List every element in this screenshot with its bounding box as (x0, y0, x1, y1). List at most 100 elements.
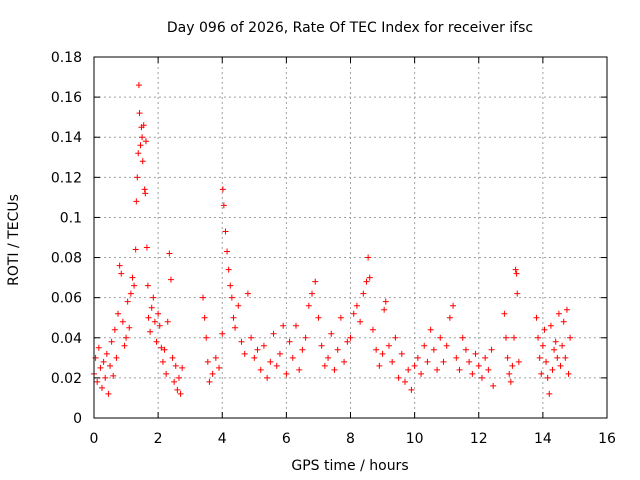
data-point (309, 290, 316, 297)
data-point (533, 314, 540, 321)
data-point (466, 358, 473, 365)
data-marks (91, 82, 574, 397)
data-point (506, 370, 513, 377)
data-point (150, 294, 157, 301)
data-point (507, 378, 514, 385)
data-point (135, 82, 142, 89)
data-point (559, 342, 566, 349)
data-point (344, 338, 351, 345)
data-point (414, 354, 421, 361)
data-point (385, 342, 392, 349)
data-point (341, 358, 348, 365)
data-point (405, 366, 412, 373)
data-point (155, 310, 162, 317)
data-point (446, 314, 453, 321)
data-point (248, 334, 255, 341)
data-point (430, 346, 437, 353)
data-point (563, 306, 570, 313)
data-point (142, 190, 149, 197)
data-point (541, 326, 548, 333)
data-point (424, 358, 431, 365)
data-point (478, 374, 485, 381)
data-point (254, 346, 261, 353)
y-tick-label: 0.02 (51, 371, 82, 387)
data-point (315, 314, 322, 321)
data-point (560, 318, 567, 325)
data-point (163, 370, 170, 377)
data-point (299, 346, 306, 353)
data-point (141, 186, 148, 193)
data-point (379, 350, 386, 357)
data-point (224, 248, 231, 255)
data-point (169, 354, 176, 361)
data-point (225, 266, 232, 273)
data-point (139, 134, 146, 141)
data-point (113, 354, 120, 361)
data-point (382, 298, 389, 305)
data-point (350, 310, 357, 317)
data-point (139, 158, 146, 165)
data-point (554, 354, 561, 361)
data-point (440, 358, 447, 365)
data-point (118, 270, 125, 277)
data-point (283, 370, 290, 377)
y-tick-label: 0.12 (51, 170, 82, 186)
x-axis-label: GPS time / hours (291, 458, 408, 474)
x-tick-label: 6 (282, 431, 291, 447)
data-point (292, 322, 299, 329)
data-point (421, 342, 428, 349)
data-point (260, 342, 267, 349)
data-point (392, 334, 399, 341)
data-point (235, 302, 242, 309)
data-point (126, 324, 133, 331)
data-point (547, 322, 554, 329)
data-point (219, 186, 226, 193)
data-point (475, 362, 482, 369)
data-point (200, 294, 207, 301)
data-point (145, 314, 152, 321)
data-point (148, 304, 155, 311)
data-point (97, 364, 104, 371)
data-point (227, 282, 234, 289)
data-point (172, 362, 179, 369)
data-point (437, 334, 444, 341)
data-point (105, 390, 112, 397)
data-point (376, 362, 383, 369)
data-point (159, 358, 166, 365)
data-point (325, 354, 332, 361)
data-point (219, 330, 226, 337)
data-point (151, 318, 158, 325)
data-point (549, 366, 556, 373)
data-point (123, 334, 130, 341)
data-point (220, 202, 227, 209)
data-point (565, 370, 572, 377)
data-point (347, 334, 354, 341)
data-point (543, 358, 550, 365)
data-point (153, 338, 160, 345)
chart-title: Day 096 of 2026, Rate Of TEC Index for r… (167, 20, 533, 36)
data-point (515, 358, 522, 365)
data-point (228, 294, 235, 301)
data-point (267, 358, 274, 365)
data-point (144, 282, 151, 289)
data-point (143, 244, 150, 251)
x-tick-label: 16 (598, 431, 616, 447)
data-point (546, 390, 553, 397)
data-point (167, 276, 174, 283)
data-point (389, 358, 396, 365)
y-tick-label: 0.16 (51, 90, 82, 106)
data-point (337, 314, 344, 321)
data-point (551, 346, 558, 353)
data-point (99, 384, 106, 391)
data-point (328, 330, 335, 337)
data-point (241, 350, 248, 357)
data-point (503, 334, 510, 341)
data-point (305, 302, 312, 309)
y-tick-label: 0.08 (51, 251, 82, 267)
data-point (166, 250, 173, 257)
x-tick-label: 8 (346, 431, 355, 447)
data-point (434, 366, 441, 373)
data-point (222, 228, 229, 235)
data-point (544, 374, 551, 381)
x-tick-label: 2 (154, 431, 163, 447)
